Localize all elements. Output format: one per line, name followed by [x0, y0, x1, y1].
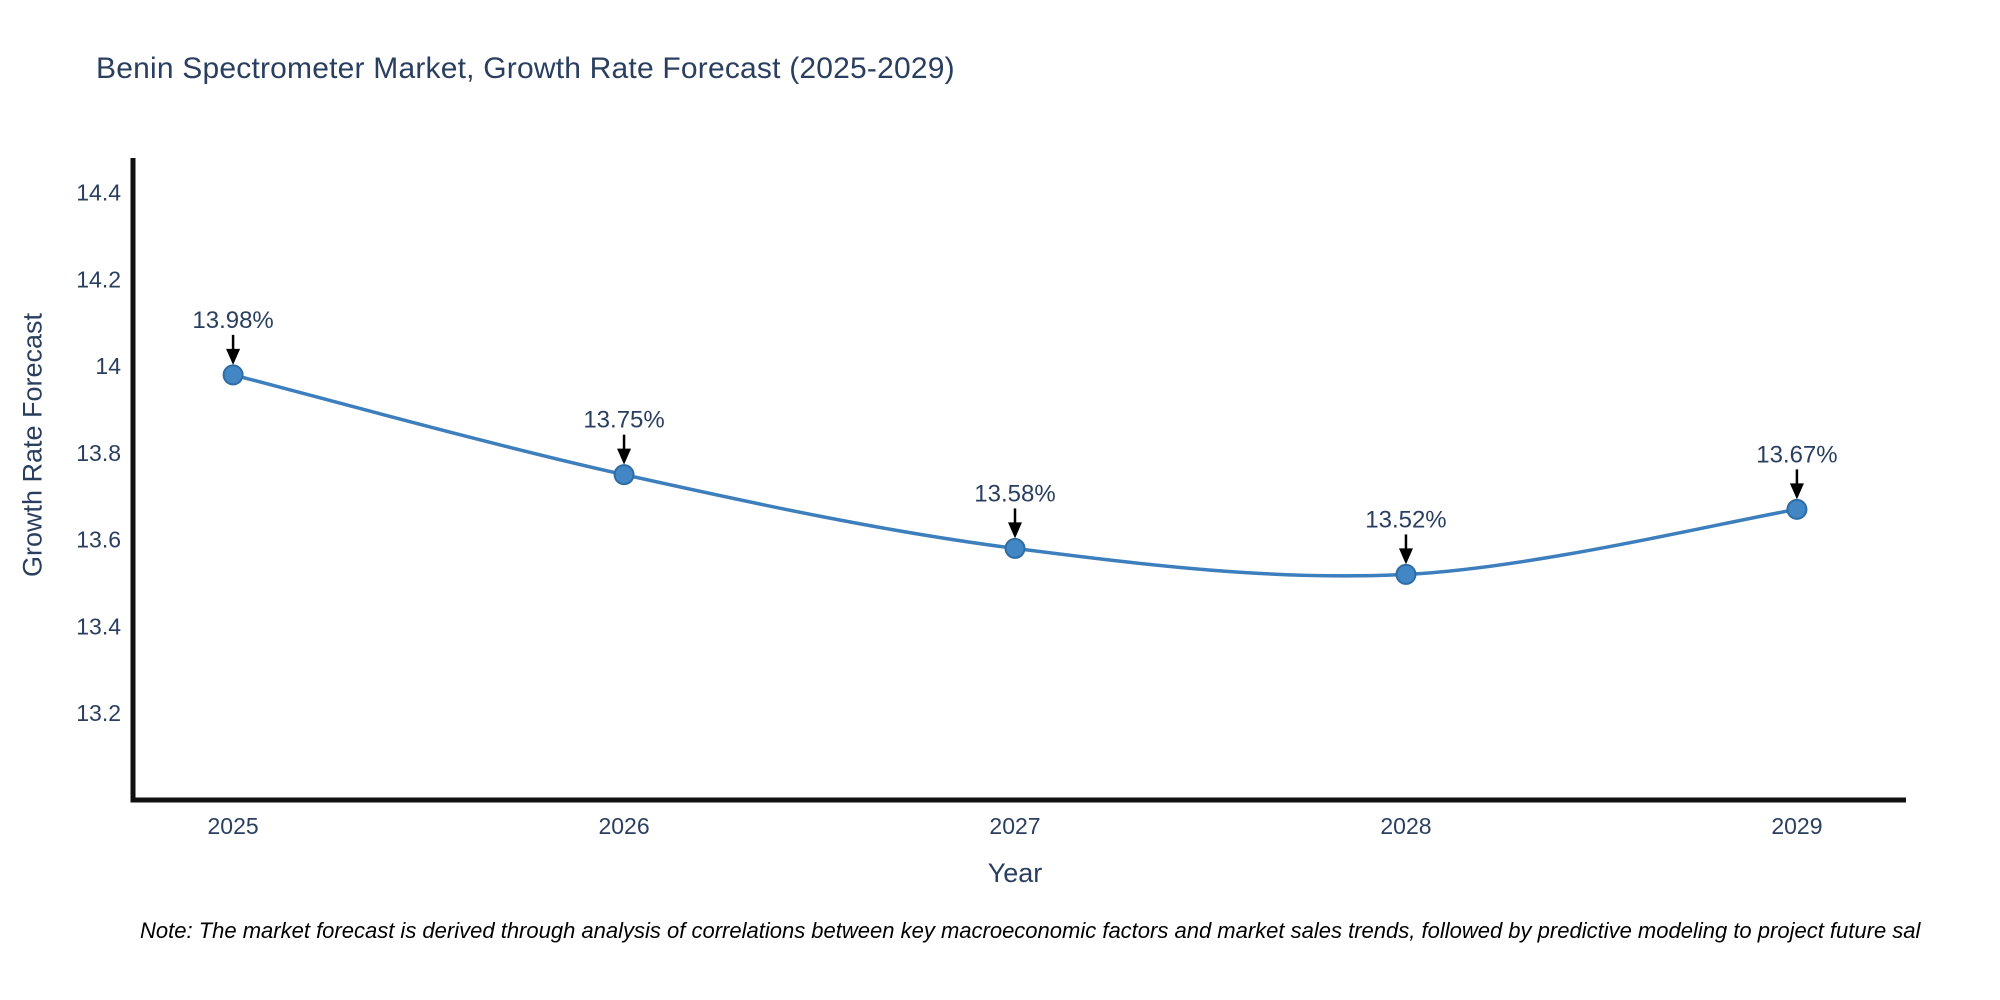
data-point-label: 13.75%	[583, 407, 664, 434]
x-axis-title: Year	[987, 858, 1043, 888]
x-tick-label: 2028	[1380, 813, 1431, 839]
axis-lines	[130, 158, 1906, 803]
data-point-marker[interactable]	[1395, 563, 1417, 585]
y-tick-label: 14	[95, 353, 121, 379]
data-point-marker[interactable]	[222, 364, 244, 386]
y-tick-label: 13.4	[76, 613, 121, 639]
data-point-label: 13.58%	[974, 480, 1055, 507]
x-tick-label: 2029	[1771, 813, 1822, 839]
data-point-label: 13.98%	[192, 307, 273, 334]
y-tick-label: 13.2	[76, 700, 121, 726]
y-tick-label: 13.8	[76, 440, 121, 466]
annotation-arrowhead-icon	[1398, 548, 1413, 565]
chart-title: Benin Spectrometer Market, Growth Rate F…	[96, 52, 955, 85]
footnote-text: Note: The market forecast is derived thr…	[140, 918, 1921, 943]
annotation-arrowhead-icon	[226, 348, 241, 365]
y-tick-label: 14.4	[76, 180, 121, 206]
data-point-marker[interactable]	[1004, 537, 1026, 559]
data-point-marker[interactable]	[613, 464, 635, 486]
y-tick-label: 13.6	[76, 527, 121, 553]
data-point-label: 13.52%	[1365, 506, 1446, 533]
data-point-label: 13.67%	[1756, 441, 1837, 468]
annotation-arrowhead-icon	[1008, 522, 1023, 539]
annotation-arrowhead-icon	[1789, 483, 1804, 500]
y-tick-label: 14.2	[76, 266, 121, 292]
y-axis-title: Growth Rate Forecast	[17, 312, 48, 578]
x-tick-label: 2027	[989, 813, 1040, 839]
x-tick-label: 2026	[598, 813, 649, 839]
data-point-marker[interactable]	[1786, 498, 1808, 520]
annotation-arrowhead-icon	[617, 448, 632, 465]
x-tick-label: 2025	[207, 813, 258, 839]
